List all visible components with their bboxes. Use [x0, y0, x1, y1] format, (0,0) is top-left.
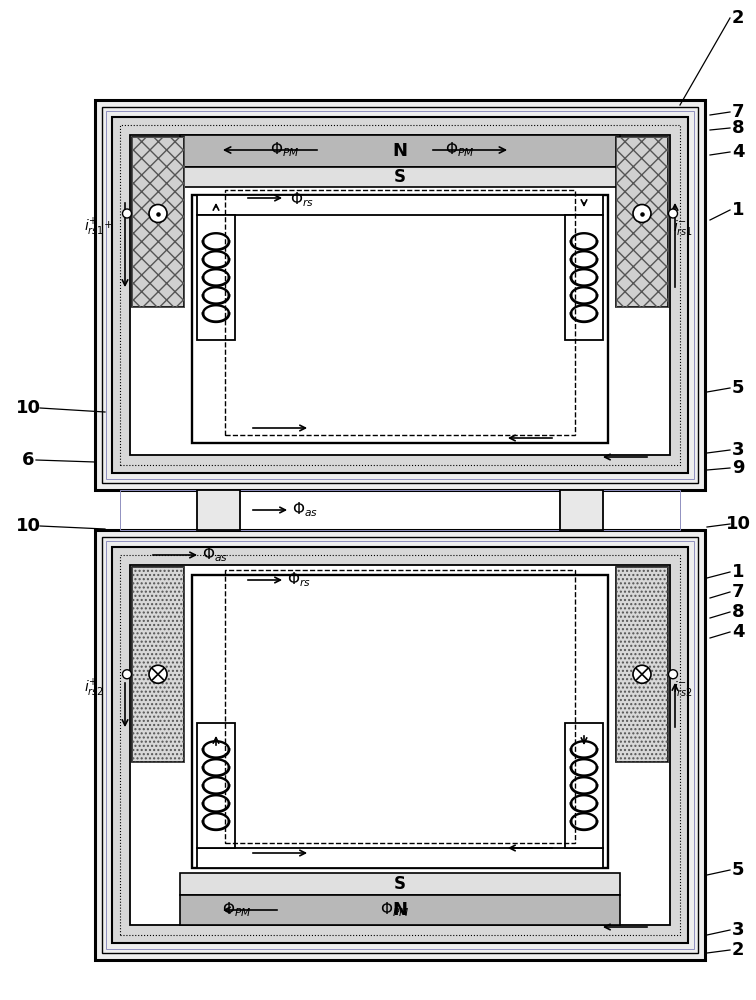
Bar [106, 541, 694, 949]
Text: $\Phi_{PM}$: $\Phi_{PM}$ [380, 901, 410, 919]
Bar [132, 567, 184, 762]
Text: +: + [104, 221, 113, 231]
Text: 2: 2 [732, 9, 744, 27]
Bar [225, 570, 575, 843]
Circle shape [633, 665, 651, 683]
Text: 7: 7 [732, 103, 744, 121]
Bar [102, 537, 698, 953]
Text: S: S [394, 875, 406, 893]
Text: $\Phi_{rs}$: $\Phi_{rs}$ [290, 191, 314, 209]
Text: 8: 8 [732, 119, 745, 137]
Text: $\Phi_{as}$: $\Phi_{as}$ [292, 501, 318, 519]
Bar [120, 490, 680, 530]
Bar [560, 490, 603, 530]
Bar [132, 567, 184, 762]
Bar [197, 848, 603, 868]
Text: 10: 10 [16, 399, 41, 417]
Text: 2: 2 [732, 941, 744, 959]
Text: 4: 4 [732, 143, 744, 161]
Text: 3: 3 [732, 921, 744, 939]
Text: N: N [392, 142, 407, 160]
Bar [112, 117, 688, 473]
Text: N: N [392, 901, 407, 919]
Bar [565, 723, 603, 848]
Bar [132, 137, 184, 307]
Bar [565, 215, 603, 340]
Bar [180, 167, 620, 187]
Text: 4: 4 [732, 623, 744, 641]
Bar [192, 575, 608, 868]
Bar [180, 895, 620, 925]
Bar [120, 125, 680, 465]
Text: $i_{rs1}^{+}$: $i_{rs1}^{+}$ [84, 217, 104, 238]
Bar [197, 490, 240, 530]
Circle shape [668, 670, 677, 679]
Bar [106, 111, 694, 479]
Text: $\Phi_{PM}$: $\Phi_{PM}$ [222, 901, 252, 919]
Text: 10: 10 [16, 517, 41, 535]
Circle shape [149, 665, 167, 683]
Text: $\Phi_{PM}$: $\Phi_{PM}$ [445, 141, 475, 159]
Bar [132, 137, 184, 307]
Text: 6: 6 [22, 451, 34, 469]
Bar [120, 555, 680, 935]
Text: $\Phi_{PM}$: $\Phi_{PM}$ [270, 141, 299, 159]
Text: 10: 10 [726, 515, 751, 533]
Circle shape [633, 205, 651, 223]
Bar [130, 565, 670, 925]
Text: 9: 9 [732, 459, 744, 477]
Bar [102, 107, 698, 483]
Bar [130, 135, 670, 455]
Circle shape [668, 209, 677, 218]
Circle shape [149, 205, 167, 223]
Text: 8: 8 [732, 603, 745, 621]
Text: $\Phi_{as}$: $\Phi_{as}$ [202, 546, 228, 564]
Text: $i_{rs1}^{-}$: $i_{rs1}^{-}$ [673, 218, 693, 237]
Text: 5: 5 [732, 379, 744, 397]
Text: 1: 1 [732, 563, 744, 581]
Circle shape [122, 209, 132, 218]
Text: 5: 5 [732, 861, 744, 879]
Bar [95, 100, 705, 490]
Bar [197, 195, 603, 215]
Bar [197, 215, 235, 340]
Bar [616, 567, 668, 762]
Text: $i_{rs2}^{-}$: $i_{rs2}^{-}$ [673, 679, 693, 698]
Text: 3: 3 [732, 441, 744, 459]
Bar [616, 567, 668, 762]
Bar [112, 547, 688, 943]
Text: 7: 7 [732, 583, 744, 601]
Bar [225, 190, 575, 435]
Bar [180, 135, 620, 167]
Bar [180, 873, 620, 895]
Bar [616, 137, 668, 307]
Text: 1: 1 [732, 201, 744, 219]
Bar [192, 195, 608, 443]
Bar [616, 137, 668, 307]
Text: $i_{rs2}^{+}$: $i_{rs2}^{+}$ [84, 678, 104, 699]
Text: $\Phi_{rs}$: $\Phi_{rs}$ [287, 571, 311, 589]
Circle shape [122, 670, 132, 679]
Text: S: S [394, 168, 406, 186]
Bar [95, 530, 705, 960]
Bar [197, 723, 235, 848]
